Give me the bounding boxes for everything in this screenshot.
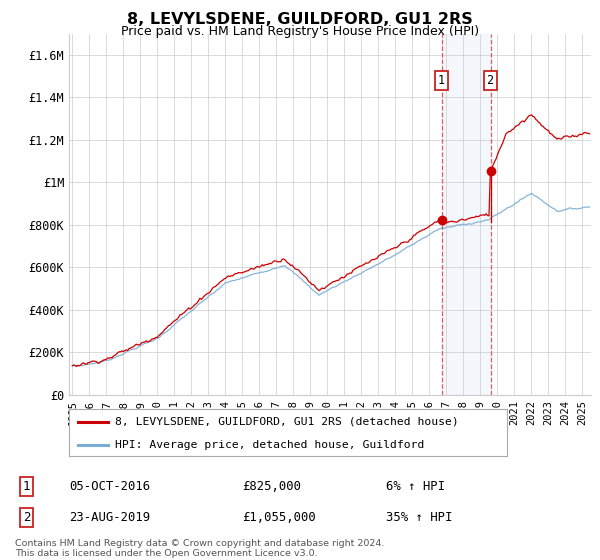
Text: 8, LEVYLSDENE, GUILDFORD, GU1 2RS (detached house): 8, LEVYLSDENE, GUILDFORD, GU1 2RS (detac… [115,417,459,427]
Text: HPI: Average price, detached house, Guildford: HPI: Average price, detached house, Guil… [115,440,424,450]
Text: £825,000: £825,000 [242,479,301,493]
Text: 1: 1 [23,479,30,493]
Text: 8, LEVYLSDENE, GUILDFORD, GU1 2RS: 8, LEVYLSDENE, GUILDFORD, GU1 2RS [127,12,473,27]
Text: 1: 1 [438,74,445,87]
Text: 2: 2 [23,511,30,524]
Text: 6% ↑ HPI: 6% ↑ HPI [386,479,445,493]
Text: 05-OCT-2016: 05-OCT-2016 [70,479,151,493]
Text: Contains HM Land Registry data © Crown copyright and database right 2024.: Contains HM Land Registry data © Crown c… [15,539,385,548]
Text: 2: 2 [487,74,494,87]
Bar [442,34,491,395]
Text: 35% ↑ HPI: 35% ↑ HPI [386,511,453,524]
Text: £1,055,000: £1,055,000 [242,511,316,524]
Text: Price paid vs. HM Land Registry's House Price Index (HPI): Price paid vs. HM Land Registry's House … [121,25,479,38]
Text: This data is licensed under the Open Government Licence v3.0.: This data is licensed under the Open Gov… [15,549,317,558]
Text: 23-AUG-2019: 23-AUG-2019 [70,511,151,524]
